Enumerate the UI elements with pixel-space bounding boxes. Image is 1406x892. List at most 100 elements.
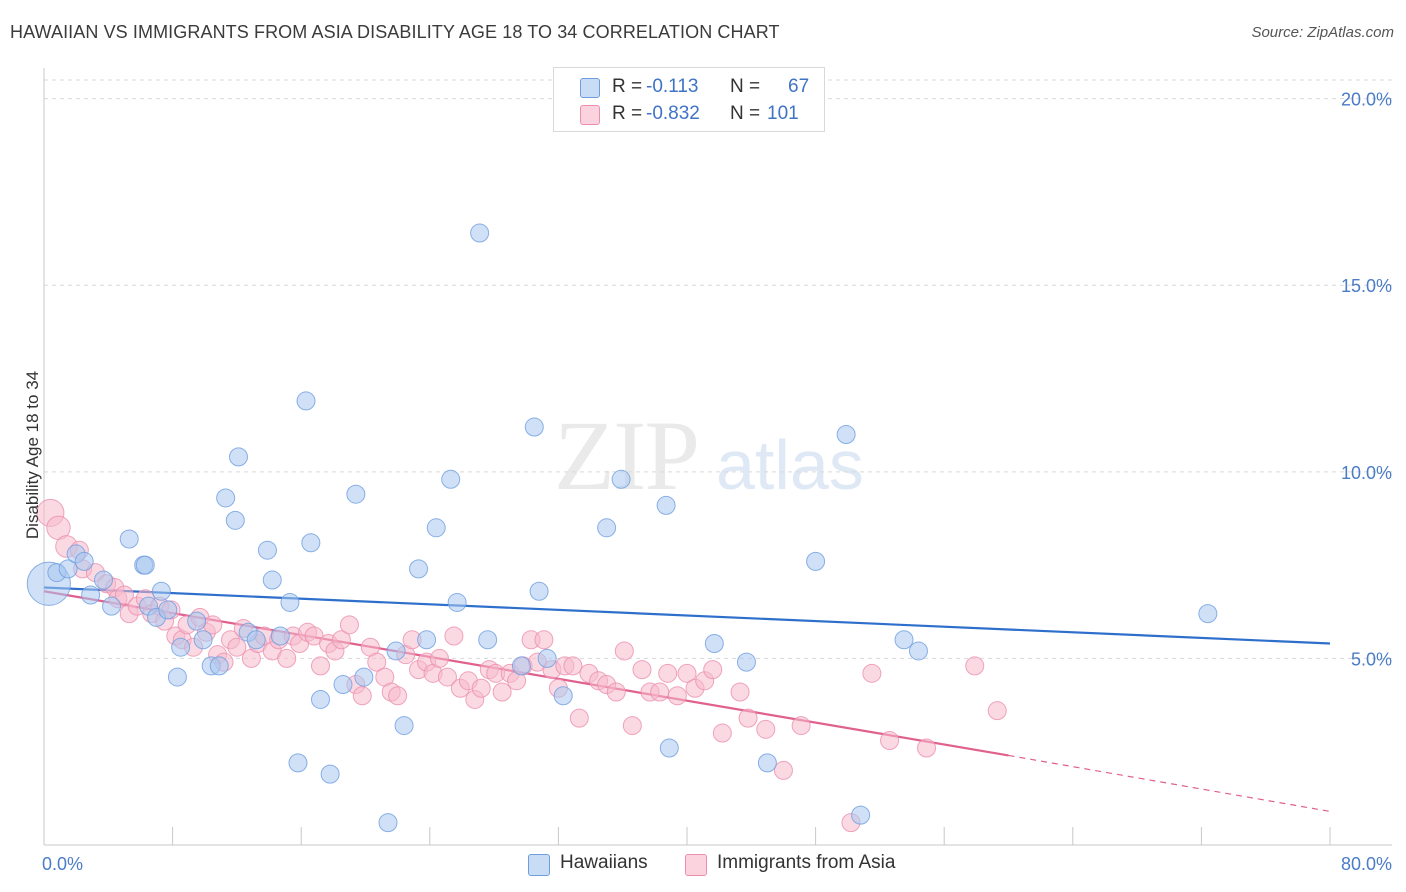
data-point-immigrants-from-asia	[917, 738, 937, 758]
data-point-immigrants-from-asia	[534, 630, 554, 650]
data-point-hawaiians	[288, 753, 308, 773]
data-point-immigrants-from-asia	[738, 708, 758, 728]
watermark-zip: ZIP	[554, 400, 700, 511]
data-point-hawaiians	[441, 469, 461, 489]
bottom-legend-swatch-pink	[685, 854, 707, 876]
data-point-hawaiians	[470, 223, 490, 243]
data-point-hawaiians	[447, 592, 467, 612]
data-point-hawaiians	[553, 686, 573, 706]
data-point-hawaiians	[478, 630, 498, 650]
data-point-hawaiians	[524, 417, 544, 437]
data-point-immigrants-from-asia	[712, 723, 732, 743]
data-point-immigrants-from-asia	[677, 663, 697, 683]
data-point-hawaiians	[851, 805, 871, 825]
data-point-immigrants-from-asia	[388, 686, 408, 706]
data-point-hawaiians	[757, 753, 777, 773]
data-point-hawaiians	[193, 630, 213, 650]
data-point-hawaiians	[246, 630, 266, 650]
data-point-hawaiians	[537, 648, 557, 668]
data-point-hawaiians	[597, 518, 617, 538]
data-point-hawaiians	[704, 633, 724, 653]
trend-line-extension-immigrants-from-asia	[1008, 754, 1331, 813]
y-tick-label: 5.0%	[1351, 649, 1392, 669]
data-point-hawaiians	[426, 518, 446, 538]
data-point-immigrants-from-asia	[667, 686, 687, 706]
data-point-hawaiians	[262, 570, 282, 590]
data-point-immigrants-from-asia	[730, 682, 750, 702]
data-point-hawaiians	[167, 667, 187, 687]
gridlines	[44, 79, 1392, 659]
bottom-legend-label: Immigrants from Asia	[717, 852, 896, 873]
data-point-immigrants-from-asia	[444, 626, 464, 646]
data-point-hawaiians	[736, 652, 756, 672]
data-point-immigrants-from-asia	[987, 701, 1007, 721]
data-point-hawaiians	[346, 484, 366, 504]
data-point-hawaiians	[74, 551, 94, 571]
data-point-hawaiians	[806, 551, 826, 571]
legend-row-asia: R = -0.832 N = 101	[554, 100, 824, 128]
data-point-immigrants-from-asia	[650, 682, 670, 702]
data-point-hawaiians	[225, 510, 245, 530]
data-point-immigrants-from-asia	[310, 656, 330, 676]
data-point-immigrants-from-asia	[437, 667, 457, 687]
data-point-immigrants-from-asia	[367, 652, 387, 672]
chart-title: HAWAIIAN VS IMMIGRANTS FROM ASIA DISABIL…	[10, 22, 780, 42]
legend-n-label: N =	[730, 103, 761, 124]
series-hawaiians	[26, 223, 1218, 833]
data-point-hawaiians	[333, 675, 353, 695]
data-point-hawaiians	[135, 555, 155, 575]
data-point-hawaiians	[1198, 604, 1218, 624]
data-point-immigrants-from-asia	[862, 663, 882, 683]
data-point-hawaiians	[836, 425, 856, 445]
chart-source: Source: ZipAtlas.com	[1251, 24, 1394, 41]
data-point-hawaiians	[354, 667, 374, 687]
data-point-hawaiians	[310, 689, 330, 709]
data-point-hawaiians	[270, 626, 290, 646]
data-point-immigrants-from-asia	[352, 686, 372, 706]
y-tick-label: 10.0%	[1341, 463, 1392, 483]
data-point-immigrants-from-asia	[471, 678, 491, 698]
y-tick-label: 20.0%	[1341, 90, 1392, 110]
data-point-hawaiians	[409, 559, 429, 579]
data-point-hawaiians	[58, 559, 78, 579]
data-point-immigrants-from-asia	[114, 585, 134, 605]
legend-n-value: 67	[788, 76, 810, 97]
data-point-hawaiians	[81, 585, 101, 605]
legend-r-value: -0.832	[646, 103, 700, 124]
data-point-immigrants-from-asia	[339, 615, 359, 635]
legend-swatch-pink	[580, 105, 600, 125]
data-point-immigrants-from-asia	[429, 648, 449, 668]
data-point-immigrants-from-asia	[606, 682, 626, 702]
trend-lines	[43, 586, 1331, 813]
data-point-hawaiians	[229, 447, 249, 467]
data-point-immigrants-from-asia	[773, 760, 793, 780]
legend-r-label: R =	[612, 76, 643, 97]
data-point-hawaiians	[93, 570, 113, 590]
data-point-hawaiians	[158, 600, 178, 620]
data-point-immigrants-from-asia	[569, 708, 589, 728]
data-point-hawaiians	[659, 738, 679, 758]
trend-line-hawaiians	[43, 586, 1331, 645]
data-point-immigrants-from-asia	[622, 716, 642, 736]
data-point-hawaiians	[378, 813, 398, 833]
data-point-hawaiians	[171, 637, 191, 657]
data-point-immigrants-from-asia	[756, 719, 776, 739]
legend-swatch-blue	[580, 78, 600, 98]
data-point-hawaiians	[611, 469, 631, 489]
legend-n-value: 101	[767, 103, 799, 124]
bottom-legend-swatch-blue	[528, 854, 550, 876]
data-point-hawaiians	[417, 630, 437, 650]
x-tick-label: 80.0%	[1341, 854, 1392, 874]
bottom-legend-label: Hawaiians	[560, 852, 648, 873]
data-point-immigrants-from-asia	[658, 663, 678, 683]
data-point-hawaiians	[209, 656, 229, 676]
axes	[43, 68, 1392, 846]
data-point-hawaiians	[301, 533, 321, 553]
data-point-hawaiians	[386, 641, 406, 661]
data-point-immigrants-from-asia	[227, 637, 247, 657]
data-point-immigrants-from-asia	[614, 641, 634, 661]
tick-labels: 5.0% 10.0% 15.0% 20.0% 0.0% 80.0%	[42, 90, 1392, 874]
data-point-immigrants-from-asia	[492, 682, 512, 702]
data-point-hawaiians	[151, 581, 171, 601]
